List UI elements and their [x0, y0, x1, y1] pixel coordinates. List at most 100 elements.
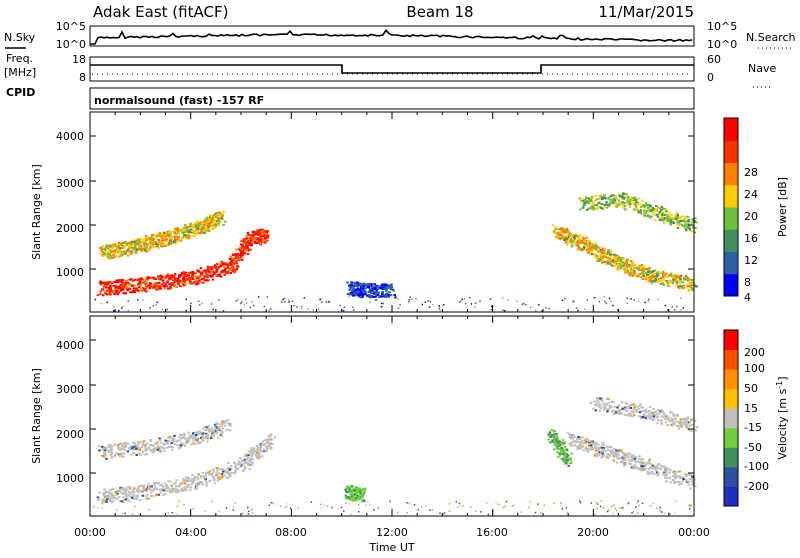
data-cell [602, 444, 605, 447]
data-cell [671, 306, 673, 308]
data-cell [558, 444, 561, 447]
data-cell [320, 506, 323, 508]
data-cell [121, 452, 124, 455]
data-cell [679, 297, 682, 299]
data-cell [676, 227, 680, 229]
data-cell [165, 489, 168, 492]
data-cell [170, 274, 174, 277]
data-cell [249, 234, 252, 237]
data-cell [593, 400, 597, 403]
data-cell [678, 280, 681, 282]
data-cell [638, 264, 641, 267]
data-cell [241, 252, 245, 255]
data-cell [139, 244, 143, 247]
data-cell [113, 289, 116, 292]
data-cell [548, 432, 552, 435]
colorbar-segment [724, 369, 738, 390]
data-cell [179, 274, 182, 277]
data-cell [598, 206, 602, 208]
data-cell [621, 407, 624, 410]
data-cell [691, 230, 694, 233]
data-cell [679, 476, 682, 479]
data-cell [668, 471, 671, 474]
data-cell [660, 465, 663, 468]
data-cell [203, 230, 207, 233]
data-cell [695, 426, 699, 429]
data-cell [354, 487, 358, 489]
data-cell [176, 229, 179, 232]
data-cell [669, 220, 673, 223]
data-cell [180, 482, 183, 485]
data-cell [165, 239, 168, 242]
data-cell [273, 436, 277, 439]
data-cell [161, 446, 164, 449]
data-cell [220, 425, 224, 428]
data-cell [616, 268, 619, 271]
data-cell [352, 309, 355, 311]
data-cell [109, 498, 112, 501]
data-cell [145, 236, 148, 239]
data-cell [561, 439, 565, 441]
data-cell [212, 433, 215, 436]
data-cell [458, 502, 461, 505]
data-cell [665, 415, 668, 418]
data-cell [606, 445, 609, 448]
data-cell [562, 228, 565, 230]
data-cell [556, 444, 559, 446]
data-cell [116, 445, 119, 448]
data-cell [613, 448, 616, 451]
data-cell [149, 246, 152, 249]
data-cell [154, 482, 157, 485]
data-cell [680, 423, 683, 426]
data-cell [140, 249, 143, 252]
data-cell [643, 462, 646, 464]
data-cell [658, 219, 662, 221]
data-cell [628, 264, 631, 267]
data-cell [165, 275, 169, 278]
data-cell [582, 442, 586, 445]
data-cell [602, 252, 605, 255]
data-cell [673, 276, 676, 279]
data-cell [649, 207, 652, 209]
data-cell [225, 271, 229, 274]
data-cell [374, 285, 377, 288]
data-cell [604, 261, 607, 264]
data-cell [213, 264, 217, 267]
data-cell [612, 455, 616, 458]
data-cell [125, 494, 128, 497]
data-cell [657, 467, 660, 470]
data-cell [629, 412, 632, 415]
data-cell [216, 467, 219, 470]
data-cell [236, 299, 239, 301]
data-cell [557, 231, 561, 234]
data-cell [596, 455, 599, 458]
data-cell [145, 285, 149, 288]
data-cell [681, 480, 684, 483]
data-cell [205, 484, 208, 487]
data-cell [233, 271, 236, 274]
data-cell [187, 236, 191, 239]
data-cell [365, 283, 368, 286]
data-cell [134, 445, 137, 448]
data-cell [607, 252, 611, 255]
data-cell [641, 203, 644, 206]
data-cell [188, 271, 192, 274]
data-cell [675, 282, 679, 285]
data-cell [663, 472, 667, 475]
data-cell [582, 198, 586, 201]
data-cell [352, 281, 355, 284]
data-cell [605, 254, 608, 257]
data-cell [564, 457, 567, 459]
data-cell [490, 305, 493, 308]
data-cell [155, 288, 159, 291]
data-cell [219, 431, 223, 434]
data-cell [289, 507, 292, 509]
data-cell [225, 429, 228, 432]
data-cell [355, 489, 359, 492]
noise-right-label: N.Search [746, 31, 796, 44]
data-cell [113, 310, 115, 312]
data-cell [638, 415, 641, 418]
data-cell [624, 271, 627, 274]
data-cell [553, 430, 556, 432]
data-cell [112, 487, 115, 490]
